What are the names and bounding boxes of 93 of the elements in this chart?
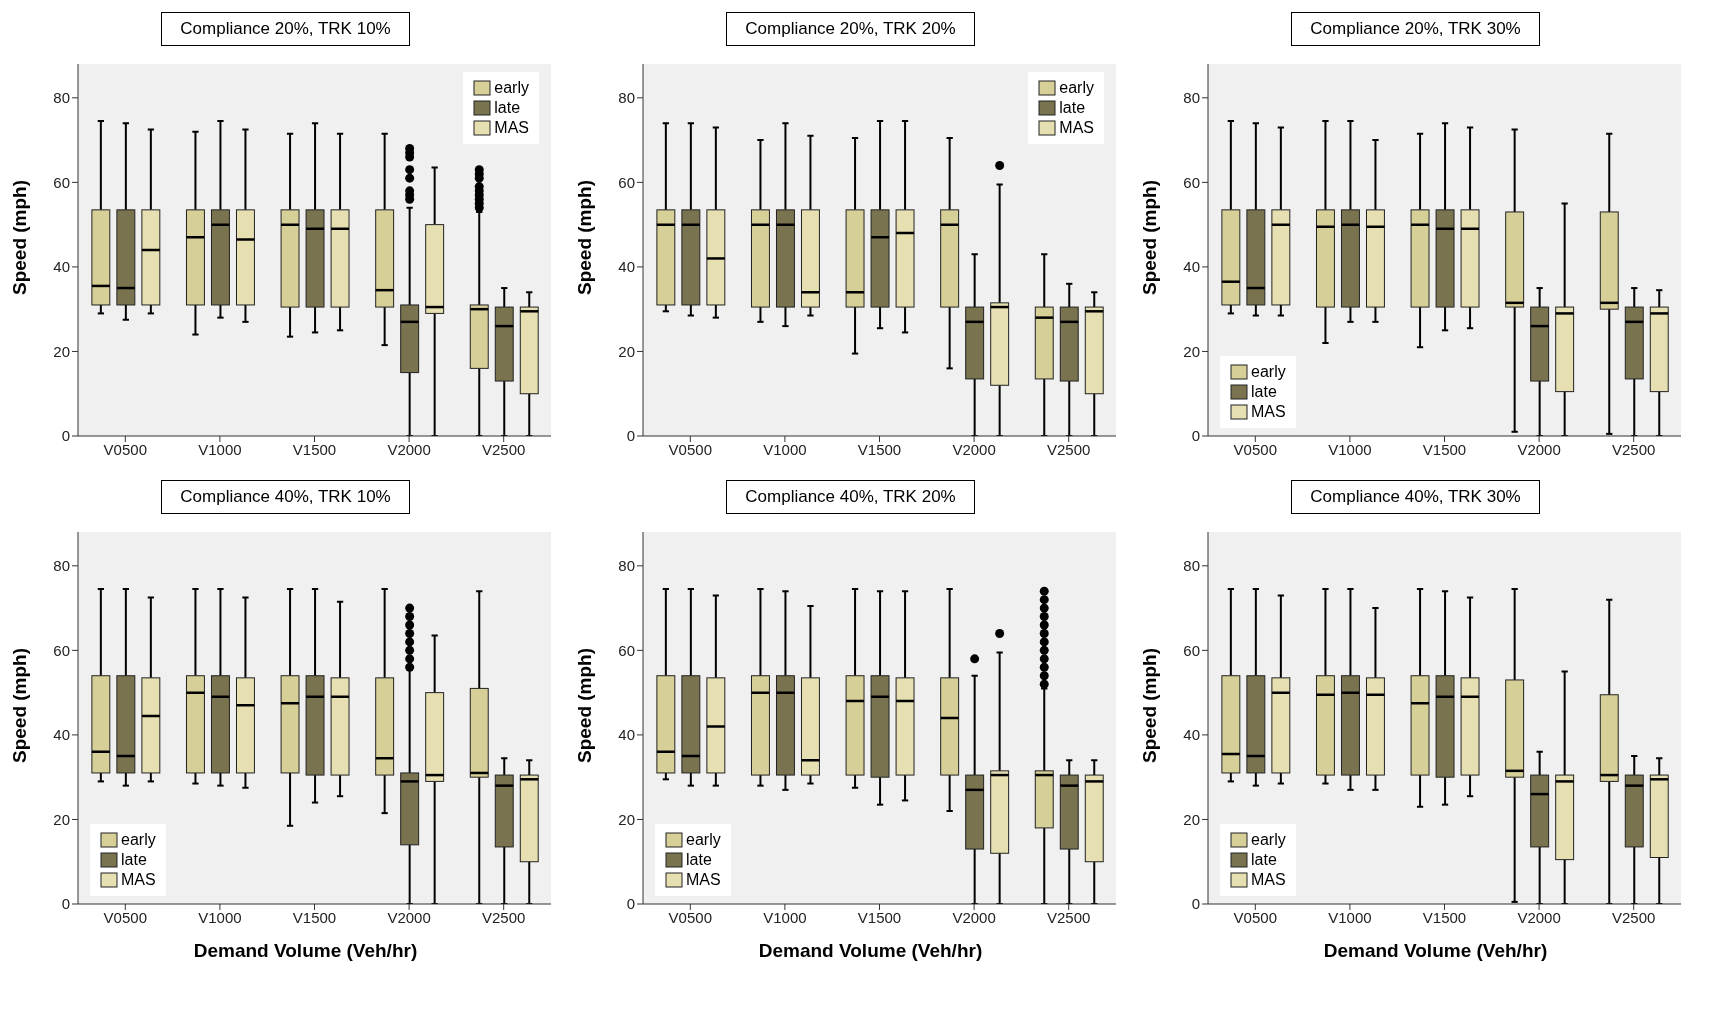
y-tick-label: 60 (618, 173, 635, 191)
y-tick-label: 0 (61, 895, 70, 913)
y-tick-label: 0 (626, 427, 635, 445)
legend-label: MAS (686, 871, 721, 889)
legend-label: MAS (1251, 403, 1286, 421)
chart-title: Compliance 40%, TRK 30% (1291, 480, 1540, 514)
y-tick-label: 60 (1183, 641, 1200, 659)
y-tick-label: 0 (61, 427, 70, 445)
x-tick-label: V2500 (1047, 440, 1091, 458)
y-tick-label: 40 (1183, 258, 1200, 276)
legend-label: MAS (121, 871, 156, 889)
legend-label: late (121, 851, 147, 869)
legend-label: late (1251, 851, 1277, 869)
legend-label: early (1251, 831, 1286, 849)
y-axis-title: Speed (mph) (1138, 647, 1160, 763)
y-axis-title: Speed (mph) (573, 647, 595, 763)
y-tick-label: 0 (626, 895, 635, 913)
x-tick-label: V2000 (952, 440, 996, 458)
y-tick-label: 60 (53, 641, 70, 659)
y-tick-label: 60 (53, 173, 70, 191)
legend-label: early (1059, 79, 1094, 97)
chart-title: Compliance 20%, TRK 30% (1291, 12, 1540, 46)
y-tick-label: 80 (53, 557, 70, 575)
x-tick-label: V0500 (1233, 908, 1277, 926)
x-tick-label: V0500 (1233, 440, 1277, 458)
x-tick-label: V1500 (857, 908, 902, 926)
x-tick-label: V1000 (198, 440, 242, 458)
y-tick-label: 20 (1183, 342, 1200, 360)
x-tick-label: V2500 (482, 908, 526, 926)
x-axis-title: Demand Volume (Veh/hr) (758, 940, 983, 962)
legend-label: early (494, 79, 529, 97)
x-tick-label: V2500 (1612, 908, 1656, 926)
x-tick-label: V2000 (1517, 908, 1561, 926)
y-tick-label: 20 (618, 810, 635, 828)
y-tick-label: 0 (1191, 895, 1200, 913)
chart-title: Compliance 40%, TRK 10% (161, 480, 410, 514)
chart-title: Compliance 20%, TRK 20% (726, 12, 975, 46)
chart-title: Compliance 20%, TRK 10% (161, 12, 410, 46)
y-tick-label: 80 (618, 89, 635, 107)
x-tick-label: V2000 (952, 908, 996, 926)
y-tick-label: 40 (618, 726, 635, 744)
legend-label: MAS (494, 119, 529, 137)
x-tick-label: V1500 (1422, 908, 1467, 926)
x-tick-label: V1000 (198, 908, 242, 926)
y-tick-label: 0 (1191, 427, 1200, 445)
y-tick-label: 40 (1183, 726, 1200, 744)
x-tick-label: V2500 (482, 440, 526, 458)
legend-label: late (686, 851, 712, 869)
chart-title: Compliance 40%, TRK 20% (726, 480, 975, 514)
y-tick-label: 20 (53, 342, 70, 360)
x-tick-label: V1500 (292, 908, 337, 926)
y-tick-label: 60 (618, 641, 635, 659)
y-tick-label: 40 (618, 258, 635, 276)
y-tick-label: 40 (53, 258, 70, 276)
x-tick-label: V0500 (668, 908, 712, 926)
x-axis-title: Demand Volume (Veh/hr) (1323, 940, 1548, 962)
y-tick-label: 80 (1183, 89, 1200, 107)
y-axis-title: Speed (mph) (1138, 179, 1160, 295)
x-tick-label: V1000 (763, 908, 807, 926)
x-tick-label: V0500 (103, 908, 147, 926)
legend-label: late (1251, 383, 1277, 401)
x-tick-label: V1000 (763, 440, 807, 458)
x-tick-label: V0500 (103, 440, 147, 458)
legend-label: late (494, 99, 521, 117)
y-axis-title: Speed (mph) (8, 647, 30, 763)
x-tick-label: V2500 (1047, 908, 1091, 926)
legend-label: late (1059, 99, 1086, 117)
y-tick-label: 20 (618, 342, 635, 360)
x-tick-label: V1000 (1328, 440, 1372, 458)
x-tick-label: V2500 (1612, 440, 1656, 458)
x-tick-label: V2000 (1517, 440, 1561, 458)
y-tick-label: 80 (618, 557, 635, 575)
x-axis-title: Demand Volume (Veh/hr) (193, 940, 418, 962)
legend-label: early (1251, 363, 1286, 381)
legend-label: MAS (1251, 871, 1286, 889)
legend-label: MAS (1059, 119, 1094, 137)
legend-label: early (686, 831, 721, 849)
y-axis-title: Speed (mph) (8, 179, 30, 295)
y-tick-label: 20 (53, 810, 70, 828)
x-tick-label: V2000 (387, 908, 431, 926)
y-tick-label: 80 (53, 89, 70, 107)
x-tick-label: V2000 (387, 440, 431, 458)
y-tick-label: 40 (53, 726, 70, 744)
x-tick-label: V0500 (668, 440, 712, 458)
x-tick-label: V1500 (1422, 440, 1467, 458)
x-tick-label: V1000 (1328, 908, 1372, 926)
legend-label: early (121, 831, 156, 849)
y-tick-label: 80 (1183, 557, 1200, 575)
y-tick-label: 60 (1183, 173, 1200, 191)
x-tick-label: V1500 (292, 440, 337, 458)
y-tick-label: 20 (1183, 810, 1200, 828)
x-tick-label: V1500 (857, 440, 902, 458)
y-axis-title: Speed (mph) (573, 179, 595, 295)
